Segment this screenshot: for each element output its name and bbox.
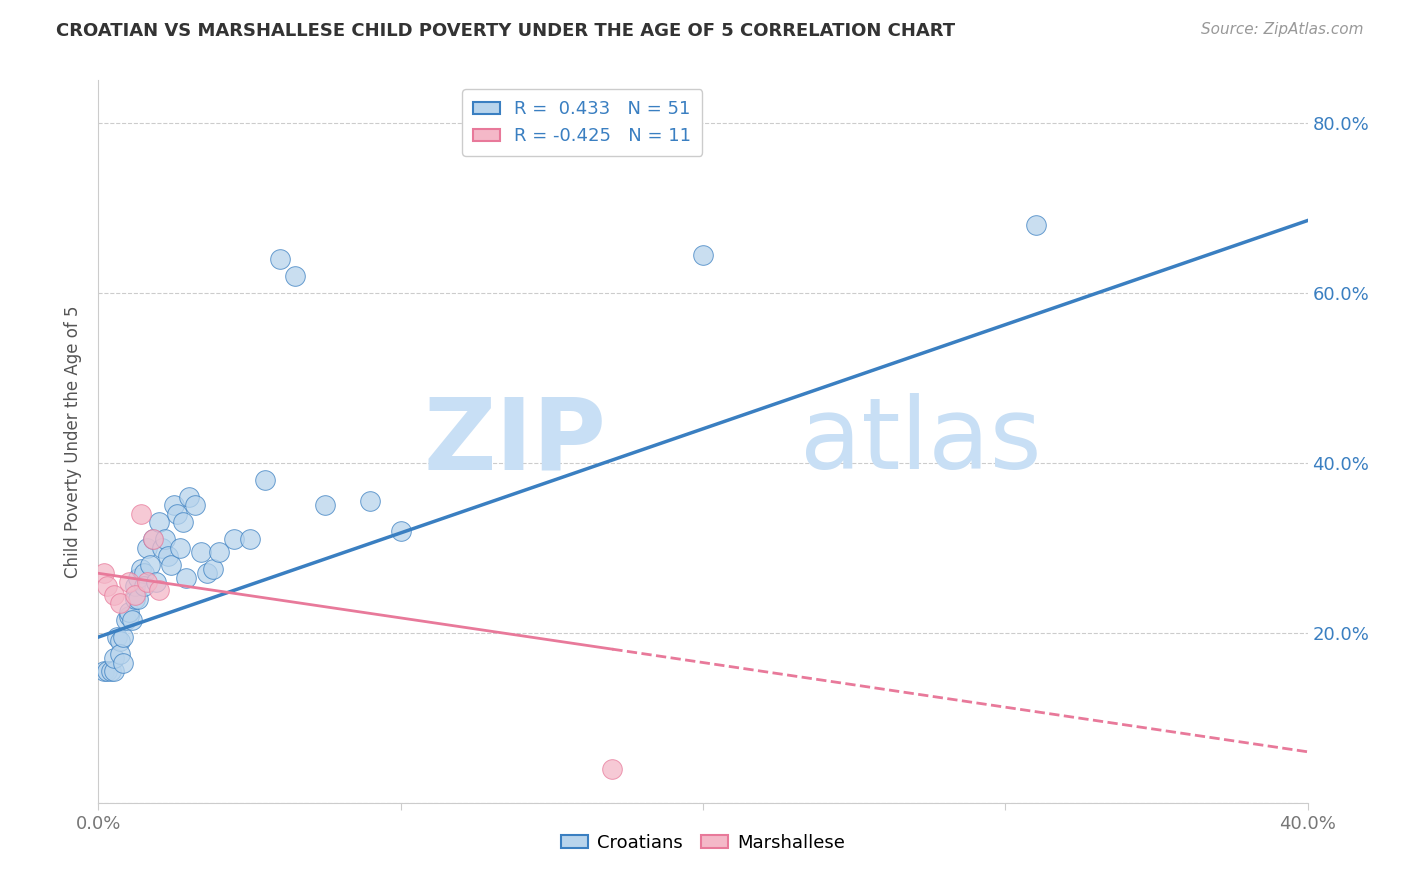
- Point: [224, 533, 246, 547]
- Point: [129, 562, 152, 576]
- Point: [127, 570, 149, 584]
- Point: [132, 566, 155, 581]
- Point: [96, 664, 118, 678]
- Point: [172, 516, 194, 530]
- Point: [174, 570, 197, 584]
- Y-axis label: Child Poverty Under the Age of 5: Child Poverty Under the Age of 5: [65, 305, 83, 578]
- Point: [124, 579, 146, 593]
- Text: atlas: atlas: [800, 393, 1042, 490]
- Point: [202, 562, 225, 576]
- Point: [124, 588, 146, 602]
- Point: [184, 498, 207, 512]
- Point: [150, 541, 173, 555]
- Point: [239, 533, 262, 547]
- Point: [135, 541, 157, 555]
- Point: [208, 545, 231, 559]
- Point: [692, 247, 714, 261]
- Point: [105, 630, 128, 644]
- Text: ZIP: ZIP: [423, 393, 606, 490]
- Point: [389, 524, 412, 538]
- Point: [142, 533, 165, 547]
- Point: [124, 591, 146, 606]
- Point: [129, 507, 152, 521]
- Point: [111, 656, 134, 670]
- Point: [100, 664, 122, 678]
- Point: [142, 533, 165, 547]
- Point: [108, 634, 131, 648]
- Point: [103, 588, 125, 602]
- Point: [139, 558, 162, 572]
- Point: [153, 533, 176, 547]
- Point: [114, 613, 136, 627]
- Point: [284, 268, 307, 283]
- Point: [156, 549, 179, 564]
- Point: [108, 596, 131, 610]
- Point: [360, 494, 382, 508]
- Point: [160, 558, 183, 572]
- Point: [121, 613, 143, 627]
- Point: [602, 762, 624, 776]
- Point: [166, 507, 188, 521]
- Point: [169, 541, 191, 555]
- Point: [195, 566, 218, 581]
- Point: [253, 473, 276, 487]
- Point: [314, 498, 336, 512]
- Point: [93, 664, 115, 678]
- Point: [179, 490, 201, 504]
- Point: [103, 664, 125, 678]
- Point: [148, 516, 170, 530]
- Point: [127, 591, 149, 606]
- Point: [1024, 218, 1046, 232]
- Point: [132, 579, 155, 593]
- Point: [118, 574, 141, 589]
- Point: [190, 545, 212, 559]
- Point: [93, 566, 115, 581]
- Point: [96, 579, 118, 593]
- Point: [118, 605, 141, 619]
- Point: [148, 583, 170, 598]
- Point: [111, 630, 134, 644]
- Point: [269, 252, 291, 266]
- Text: Source: ZipAtlas.com: Source: ZipAtlas.com: [1201, 22, 1364, 37]
- Point: [135, 574, 157, 589]
- Point: [145, 574, 167, 589]
- Point: [108, 647, 131, 661]
- Point: [163, 498, 186, 512]
- Point: [103, 651, 125, 665]
- Point: [118, 608, 141, 623]
- Legend: Croatians, Marshallese: Croatians, Marshallese: [554, 826, 852, 859]
- Text: CROATIAN VS MARSHALLESE CHILD POVERTY UNDER THE AGE OF 5 CORRELATION CHART: CROATIAN VS MARSHALLESE CHILD POVERTY UN…: [56, 22, 955, 40]
